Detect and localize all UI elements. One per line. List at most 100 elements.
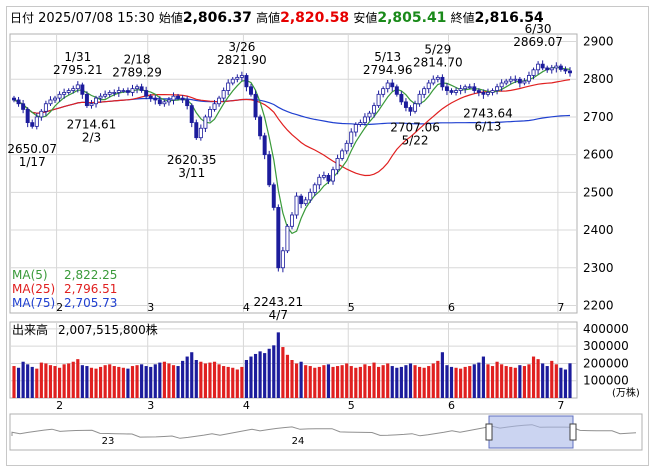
- annotation-price: 2814.70: [413, 56, 463, 70]
- volume-bar: [550, 360, 554, 398]
- volume-bar: [559, 367, 563, 398]
- volume-bar: [294, 363, 299, 398]
- candle-body: [563, 69, 568, 72]
- month-tick-label: 6: [448, 301, 455, 314]
- volume-value: 2,007,515,800株: [58, 322, 158, 337]
- candle-body: [431, 78, 436, 84]
- candle-body: [21, 103, 26, 110]
- volume-bar: [48, 365, 53, 398]
- volume-bar: [135, 365, 139, 398]
- candle-body: [34, 116, 39, 127]
- annotation-date: 1/17: [19, 155, 46, 169]
- annotation-date: 6/30: [525, 22, 552, 36]
- price-tick-label: 2900: [583, 35, 614, 49]
- volume-bar: [481, 356, 485, 398]
- annotation-price: 2620.35: [167, 153, 217, 167]
- candle-body: [312, 184, 317, 193]
- candle-body: [43, 103, 48, 112]
- candle-body: [435, 76, 440, 80]
- candle-body: [490, 90, 495, 93]
- volume-bar: [253, 353, 258, 398]
- annotation-price: 2789.29: [112, 65, 162, 79]
- volume-bar: [71, 361, 75, 398]
- candle-body: [203, 116, 208, 129]
- candle-body: [25, 109, 30, 124]
- candle-body: [262, 135, 267, 156]
- candle-body: [66, 90, 71, 93]
- volume-bar: [117, 366, 121, 398]
- volume-label: 出来高: [12, 322, 48, 337]
- candle-body: [454, 90, 459, 93]
- volume-bar: [472, 364, 476, 398]
- candle-body: [112, 92, 117, 94]
- volume-bar: [249, 356, 253, 398]
- candle-body: [258, 116, 263, 137]
- candle-body: [540, 63, 545, 69]
- candle-body: [508, 78, 513, 82]
- ma25-line: [13, 79, 571, 177]
- volume-bar: [354, 367, 358, 398]
- volume-bar: [440, 352, 444, 398]
- volume-bar: [103, 365, 107, 398]
- candle-body: [53, 97, 57, 101]
- candle-body: [135, 86, 140, 90]
- candle-body: [166, 99, 171, 103]
- volume-bar: [513, 367, 517, 398]
- price-tick-label: 2800: [583, 72, 614, 86]
- volume-bar: [326, 364, 331, 398]
- datetime: 2025/07/08 15:30: [38, 11, 155, 26]
- annotation-date: 2/18: [124, 52, 151, 66]
- volume-bar: [89, 367, 94, 398]
- candle-body: [280, 250, 285, 269]
- ma75-legend-value: 2,705.73: [64, 296, 117, 310]
- volume-tick-label: 200000: [583, 356, 629, 370]
- candle-body: [321, 174, 326, 178]
- volume-bar: [349, 366, 353, 398]
- annotation-date: 4/7: [269, 308, 288, 322]
- candle-body: [367, 112, 372, 118]
- candle-body: [294, 195, 299, 216]
- volume-bar: [153, 364, 157, 398]
- candle-body: [153, 97, 158, 101]
- candle-body: [84, 93, 89, 107]
- volume-bar: [244, 360, 249, 398]
- candle-body: [549, 67, 554, 71]
- candle-body: [285, 225, 290, 252]
- candle-body: [399, 93, 404, 103]
- navigator-year-label: 23: [102, 436, 115, 447]
- volume-bar: [413, 365, 417, 398]
- candle-body: [558, 65, 563, 70]
- volume-bar: [44, 363, 48, 398]
- volume-bar: [57, 367, 62, 398]
- month-tick-label: 4: [243, 301, 250, 314]
- volume-bar: [258, 351, 262, 398]
- candle-body: [413, 103, 418, 112]
- volume-bar: [62, 364, 66, 398]
- volume-bar: [527, 364, 531, 398]
- volume-bar: [217, 364, 221, 398]
- candle-body: [198, 127, 203, 139]
- volume-bar: [477, 362, 481, 398]
- annotation-price: 2707.06: [390, 120, 440, 134]
- volume-bar: [272, 345, 276, 398]
- candle-body: [554, 65, 559, 69]
- navigator-selection[interactable]: [488, 415, 574, 449]
- candle-body: [381, 88, 386, 95]
- ma75-legend-label: MA(75): [12, 296, 55, 310]
- high-label: 高値: [256, 11, 281, 25]
- volume-bar: [162, 361, 166, 398]
- volume-bar: [377, 366, 381, 398]
- volume-bar: [181, 360, 185, 398]
- candle-body: [299, 195, 304, 205]
- navigator-left-handle[interactable]: [485, 423, 493, 441]
- volume-bar: [568, 363, 572, 398]
- candle-body: [80, 84, 85, 95]
- volume-bar: [76, 359, 80, 398]
- navigator-right-handle[interactable]: [569, 423, 577, 441]
- candle-body: [349, 131, 354, 144]
- volume-bar: [335, 366, 340, 398]
- month-tick-label: 6: [448, 399, 455, 412]
- volume-bar: [199, 361, 203, 398]
- volume-bar: [408, 363, 413, 398]
- volume-bar: [500, 364, 504, 398]
